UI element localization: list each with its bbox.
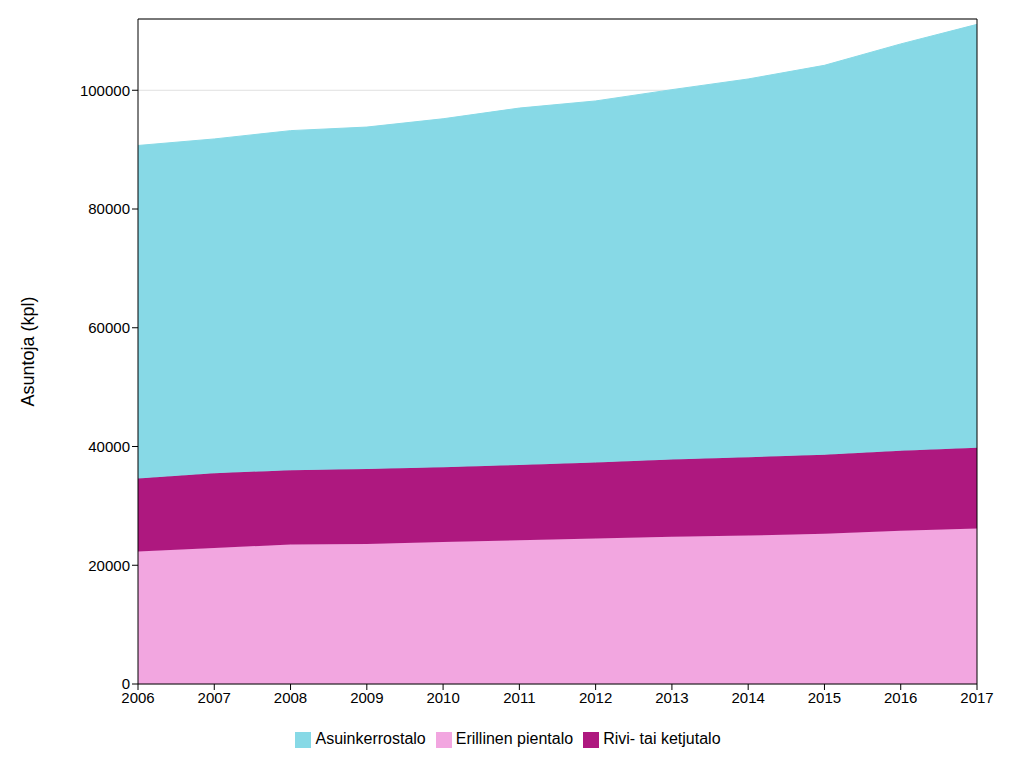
html-text:Erillinen pientalo: Erillinen pientalo xyxy=(455,730,574,747)
svg-text:2016: 2016 xyxy=(884,689,917,706)
svg-text:2014: 2014 xyxy=(731,689,764,706)
svg-text:2009: 2009 xyxy=(350,689,383,706)
html-text:Rivi- tai ketjutalo: Rivi- tai ketjutalo xyxy=(603,730,721,747)
svg-text:2015: 2015 xyxy=(808,689,841,706)
svg-text:60000: 60000 xyxy=(88,319,130,336)
svg-text:2008: 2008 xyxy=(274,689,307,706)
svg-text:Asuntoja (kpl): Asuntoja (kpl) xyxy=(18,296,38,406)
svg-text:20000: 20000 xyxy=(88,557,130,574)
svg-text:2012: 2012 xyxy=(579,689,612,706)
html-text:Asuinkerrostalo: Asuinkerrostalo xyxy=(315,730,426,747)
svg-text:2011: 2011 xyxy=(503,689,535,706)
svg-text:40000: 40000 xyxy=(88,438,130,455)
svg-text:2013: 2013 xyxy=(655,689,688,706)
svg-text:0: 0 xyxy=(122,675,130,692)
svg-text:2010: 2010 xyxy=(426,689,459,706)
svg-text:80000: 80000 xyxy=(88,200,130,217)
svg-text:100000: 100000 xyxy=(80,82,130,99)
svg-text:2006: 2006 xyxy=(121,688,155,706)
svg-text:2017: 2017 xyxy=(960,689,993,706)
svg-text:2007: 2007 xyxy=(198,689,231,706)
